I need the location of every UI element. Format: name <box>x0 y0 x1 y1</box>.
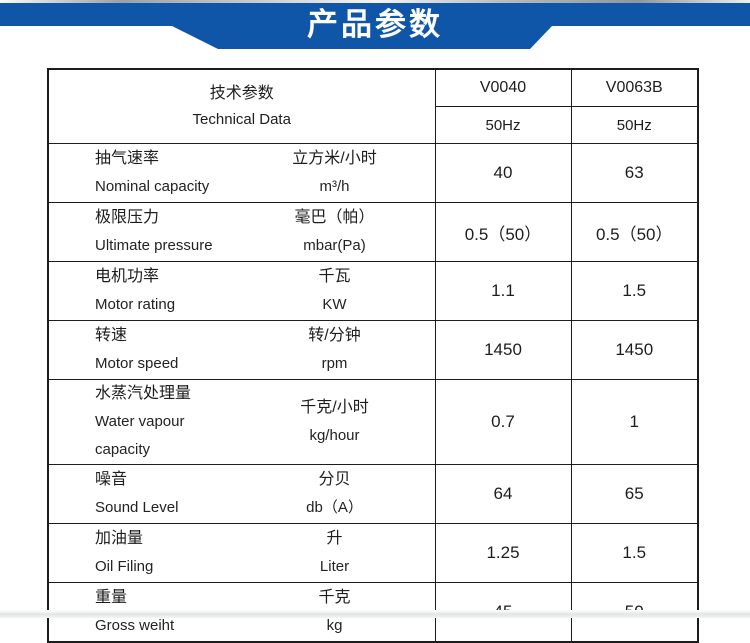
value-v0040: 64 <box>434 464 572 524</box>
table-row-motor-rating: 电机功率 Motor rating 千瓦 KW 1.1 1.5 <box>47 261 699 321</box>
value-v0040: 0.5（50） <box>434 202 572 262</box>
table-row-water-vapour-capacity: 水蒸汽处理量 Water vapour capacity 千克/小时 kg/ho… <box>47 379 699 465</box>
value-v0063b: 65 <box>570 464 699 524</box>
param-unit: 转/分钟 rpm <box>308 327 361 372</box>
model-freq-v0040: 50Hz <box>434 106 572 144</box>
param-cell: 极限压力 Ultimate pressure 毫巴（帕） mbar(Pa) <box>47 202 436 262</box>
param-name: 噪音 Sound Level <box>95 471 179 516</box>
param-unit: 升 Liter <box>319 530 350 575</box>
value-v0063b: 0.5（50） <box>570 202 699 262</box>
value-v0063b: 1450 <box>570 320 699 380</box>
spec-table: 技术参数 Technical Data V0040 V0063B 50Hz 50… <box>47 68 699 643</box>
param-name: 加油量 Oil Filing <box>95 530 154 575</box>
value-v0063b: 1.5 <box>570 261 699 321</box>
header-param-cell: 技术参数 Technical Data <box>47 68 436 144</box>
table-row-oil-filling: 加油量 Oil Filing 升 Liter 1.25 1.5 <box>47 523 699 583</box>
table-row-ultimate-pressure: 极限压力 Ultimate pressure 毫巴（帕） mbar(Pa) 0.… <box>47 202 699 262</box>
param-unit: 立方米/小时 m³/h <box>292 150 377 195</box>
table-row-sound-level: 噪音 Sound Level 分贝 db（A） 64 65 <box>47 464 699 524</box>
header-param-cn: 技术参数 <box>209 84 274 102</box>
param-cell: 电机功率 Motor rating 千瓦 KW <box>47 261 436 321</box>
model-name-v0063b: V0063B <box>570 68 699 107</box>
value-v0063b: 1 <box>570 379 699 465</box>
param-cell: 水蒸汽处理量 Water vapour capacity 千克/小时 kg/ho… <box>47 379 436 465</box>
model-name-v0040: V0040 <box>434 68 572 107</box>
param-name: 极限压力 Ultimate pressure <box>95 209 213 254</box>
param-name: 水蒸汽处理量 Water vapour capacity <box>95 385 192 458</box>
value-v0063b: 63 <box>570 143 699 203</box>
model-freq-v0063b: 50Hz <box>570 106 699 144</box>
value-v0040: 1450 <box>434 320 572 380</box>
bottom-metal-strip <box>0 610 750 618</box>
table-header-row-models: 技术参数 Technical Data V0040 V0063B <box>47 68 699 144</box>
value-v0040: 1.1 <box>434 261 572 321</box>
param-name: 电机功率 Motor rating <box>95 268 176 313</box>
param-cell: 抽气速率 Nominal capacity 立方米/小时 m³/h <box>47 143 436 203</box>
param-unit: 千克/小时 kg/hour <box>300 399 369 444</box>
value-v0040: 0.7 <box>434 379 572 465</box>
param-cell: 噪音 Sound Level 分贝 db（A） <box>47 464 436 524</box>
table-row-motor-speed: 转速 Motor speed 转/分钟 rpm 1450 1450 <box>47 320 699 380</box>
top-metal-strip <box>0 0 750 4</box>
param-unit: 千瓦 KW <box>318 268 351 313</box>
page-title: 产品参数 <box>307 7 443 42</box>
param-cell: 转速 Motor speed 转/分钟 rpm <box>47 320 436 380</box>
param-unit: 分贝 db（A） <box>306 471 363 516</box>
value-v0040: 1.25 <box>434 523 572 583</box>
param-cell: 加油量 Oil Filing 升 Liter <box>47 523 436 583</box>
table-row-nominal-capacity: 抽气速率 Nominal capacity 立方米/小时 m³/h 40 63 <box>47 143 699 203</box>
header-param-en: Technical Data <box>192 110 291 128</box>
value-v0063b: 1.5 <box>570 523 699 583</box>
param-name: 抽气速率 Nominal capacity <box>95 150 210 195</box>
value-v0040: 40 <box>434 143 572 203</box>
param-name: 转速 Motor speed <box>95 327 179 372</box>
param-unit: 毫巴（帕） mbar(Pa) <box>294 209 375 254</box>
